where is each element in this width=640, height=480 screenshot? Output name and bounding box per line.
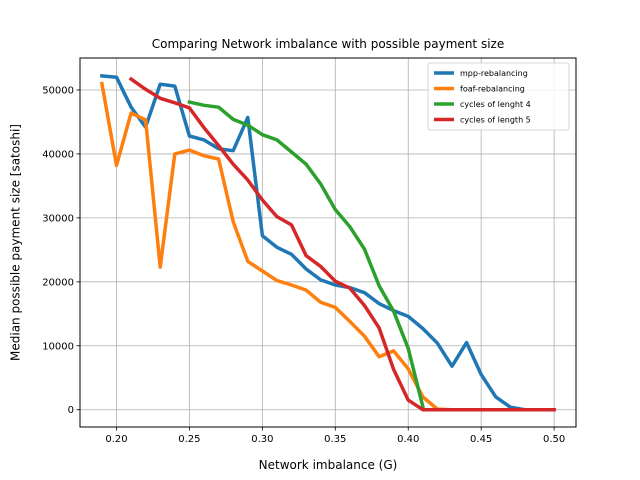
x-axis-label: Network imbalance (G)	[259, 458, 398, 472]
x-tick-label: 0.40	[397, 434, 419, 445]
x-axis: 0.20 0.25 0.30 0.35 0.40 0.45 0.50	[105, 427, 565, 445]
x-tick-label: 0.20	[105, 434, 127, 445]
legend-box	[427, 62, 570, 131]
x-tick-label: 0.25	[178, 434, 200, 445]
y-axis-label: Median possible payment size [satoshi]	[9, 124, 23, 361]
series-lines	[99, 74, 556, 412]
chart-title: Comparing Network imbalance with possibl…	[152, 37, 504, 51]
y-axis: 0 10000 20000 30000 40000 50000	[42, 85, 80, 416]
series-line-cycles-of-length-5	[128, 76, 556, 412]
legend-label: cycles of lenght 4	[460, 100, 531, 109]
x-tick-label: 0.35	[324, 434, 346, 445]
y-tick-label: 20000	[42, 277, 74, 288]
x-tick-label: 0.30	[251, 434, 273, 445]
x-tick-label: 0.45	[470, 434, 492, 445]
legend-label: foaf-rebalancing	[460, 85, 525, 94]
x-tick-label: 0.50	[543, 434, 565, 445]
y-tick-label: 40000	[42, 149, 74, 160]
legend: mpp-rebalancing foaf-rebalancing cycles of…	[427, 62, 570, 131]
y-tick-label: 0	[68, 405, 74, 416]
series-line-mpp-rebalancing	[100, 74, 556, 412]
series-line-cycles-of-lenght-4	[187, 100, 425, 409]
y-tick-label: 50000	[42, 85, 74, 96]
plot-area-frame	[79, 57, 577, 428]
legend-label: mpp-rebalancing	[460, 69, 528, 78]
legend-label: cycles of length 5	[460, 116, 531, 125]
y-tick-label: 10000	[42, 341, 74, 352]
y-tick-label: 30000	[42, 213, 74, 224]
